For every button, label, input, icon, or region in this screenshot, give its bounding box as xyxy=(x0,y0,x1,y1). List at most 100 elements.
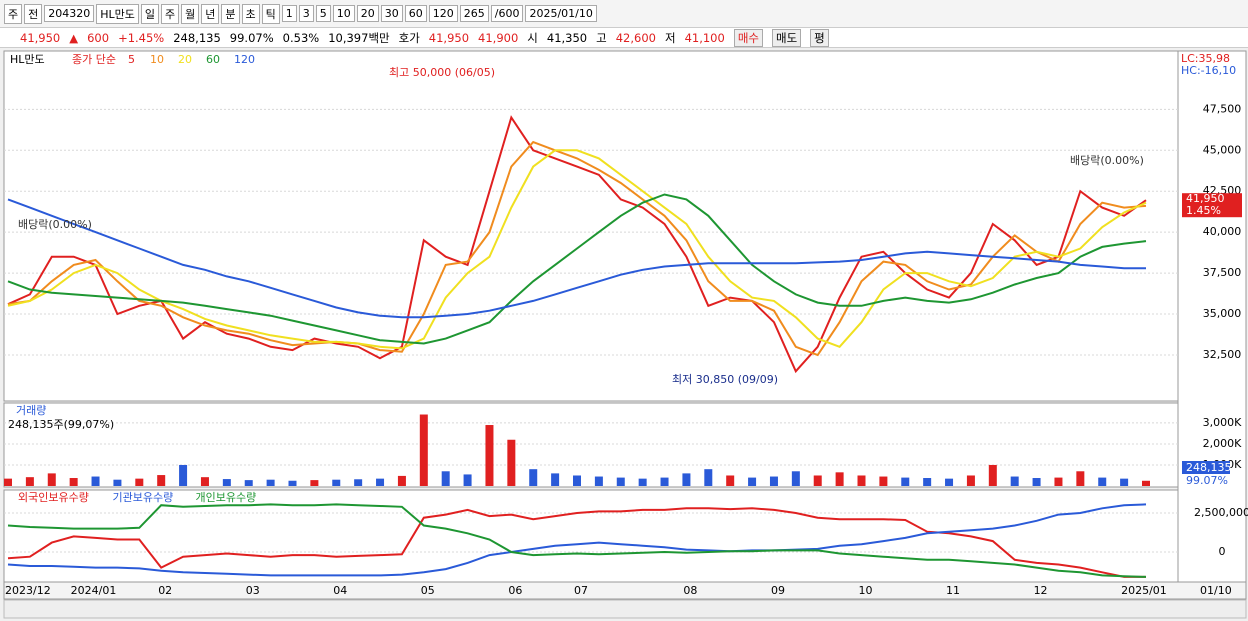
x-tick-label: 11 xyxy=(946,584,960,597)
toolbar-item[interactable]: 265 xyxy=(459,5,489,22)
volume-bar xyxy=(1032,478,1041,486)
volume-bar xyxy=(682,473,691,486)
change-pct: +1.45% xyxy=(118,30,165,45)
legend-entry: 5 xyxy=(128,53,135,66)
volume-panel xyxy=(3,402,1179,488)
volume-bar xyxy=(441,471,450,486)
panel-title: HL만도 xyxy=(10,53,45,66)
high-label: 고 xyxy=(596,30,607,45)
volume-bar xyxy=(1142,480,1150,486)
volume-bar xyxy=(244,480,253,486)
series-line xyxy=(7,193,1147,345)
volume-badge-ratio: 99.07% xyxy=(1186,474,1228,487)
volume-bar xyxy=(69,478,78,486)
y-tick-label: 40,000 xyxy=(1203,225,1242,238)
y-tick-label: 37,500 xyxy=(1203,266,1242,279)
volume-bar xyxy=(179,464,188,486)
x-axis-bar xyxy=(3,581,1247,600)
volume-badge-label: 248,135 xyxy=(1186,461,1232,474)
price-badge-label: 41,950 xyxy=(1186,192,1225,205)
toolbar-item[interactable]: 월 xyxy=(181,3,200,24)
volume-bar xyxy=(748,477,757,486)
toolbar-item[interactable]: 일 xyxy=(140,3,160,24)
volume-bar xyxy=(266,479,275,486)
volume-bar xyxy=(638,478,647,486)
ask: 41,950 xyxy=(428,30,470,45)
toolbar-item[interactable]: 년 xyxy=(201,3,220,24)
last-date-label: 01/10 xyxy=(1200,584,1232,597)
volume-bar xyxy=(332,479,341,486)
annotation: 최고 50,000 (06/05) xyxy=(389,66,495,79)
volume-bar xyxy=(529,469,538,486)
toolbar-item[interactable]: 3 xyxy=(298,5,314,22)
x-tick-label: 2025/01 xyxy=(1121,584,1167,597)
toolbar-item[interactable]: 120 xyxy=(428,5,458,22)
avg-button[interactable]: 평 xyxy=(810,28,829,47)
price-panel xyxy=(3,50,1179,402)
low: 41,100 xyxy=(684,30,725,45)
volume-bar xyxy=(594,476,603,486)
volume-bar xyxy=(397,475,406,486)
volume-bar xyxy=(813,475,822,486)
toolbar-item[interactable]: 틱 xyxy=(261,3,280,24)
toolbar-item[interactable]: 전 xyxy=(24,3,43,24)
toolbar-item[interactable]: HL만도 xyxy=(96,3,139,24)
volume-bar xyxy=(660,477,669,486)
legend-entry: 60 xyxy=(206,53,220,66)
volume-bar xyxy=(573,475,581,486)
legend-entry: 120 xyxy=(234,53,255,66)
series-line xyxy=(7,198,1146,319)
panel-subtitle: 248,135주(99,07%) xyxy=(8,418,114,431)
toolbar-item[interactable]: 204320 xyxy=(44,5,95,22)
toolbar-item[interactable]: 주 xyxy=(161,3,180,24)
x-tick-label: 02 xyxy=(158,584,172,597)
toolbar-item[interactable]: 30 xyxy=(380,5,403,22)
volume-bar xyxy=(25,477,34,486)
x-tick-label: 2024/01 xyxy=(71,584,117,597)
x-tick-label: 08 xyxy=(683,584,697,597)
low-label: 저 xyxy=(664,30,676,45)
quote-label: 호가 xyxy=(398,30,420,45)
volume-ratio: 99.07% xyxy=(229,30,274,45)
holdings-panel xyxy=(3,489,1179,583)
open: 41,350 xyxy=(546,30,588,45)
toolbar-item[interactable]: 60 xyxy=(404,5,427,22)
x-tick-label: 05 xyxy=(421,584,435,597)
y-tick-label: 32,500 xyxy=(1203,348,1242,361)
toolbar-item[interactable]: 10 xyxy=(332,5,355,22)
annotation: 배당락(0.00%) xyxy=(18,218,92,231)
series-line xyxy=(7,140,1147,357)
buy-button[interactable]: 매수 xyxy=(733,28,763,47)
series-line xyxy=(7,507,1146,578)
y-tick-label: 2,500,000 xyxy=(1194,506,1248,519)
volume-bar xyxy=(988,464,997,486)
toolbar-item[interactable]: 20 xyxy=(356,5,379,22)
price: 41,950 xyxy=(20,30,61,45)
volume-bar xyxy=(1010,476,1019,486)
y-tick-label: 3,000K xyxy=(1203,416,1242,429)
legend-entry: 기관보유수량 xyxy=(113,491,174,504)
volume-bar xyxy=(310,480,319,486)
toolbar-item[interactable]: 2025/01/10 xyxy=(525,5,597,22)
toolbar-item[interactable]: 분 xyxy=(221,3,240,24)
open-label: 시 xyxy=(527,30,538,45)
toolbar-item[interactable]: /600 xyxy=(490,5,524,22)
series-line xyxy=(7,115,1147,374)
volume-bar xyxy=(923,478,932,486)
toolbar-item[interactable]: 1 xyxy=(281,5,297,22)
toolbar-item[interactable]: 초 xyxy=(241,3,260,24)
x-tick-label: 06 xyxy=(508,584,522,597)
volume-bar xyxy=(1054,477,1063,486)
y-tick-label: 47,500 xyxy=(1203,102,1242,115)
scrollbar[interactable] xyxy=(3,599,1247,619)
legend-entry: 외국인보유수량 xyxy=(18,491,89,504)
volume-bar xyxy=(966,475,975,486)
volume-bar xyxy=(91,476,100,486)
sell-button[interactable]: 매도 xyxy=(771,28,802,47)
toolbar-item[interactable]: 주 xyxy=(4,3,23,24)
toolbar-item[interactable]: 5 xyxy=(315,5,331,22)
volume-bar xyxy=(222,479,231,486)
legend-entry: 개인보유수량 xyxy=(196,491,257,504)
change: 600 xyxy=(87,30,110,45)
y-tick-label: 45,000 xyxy=(1203,143,1242,156)
